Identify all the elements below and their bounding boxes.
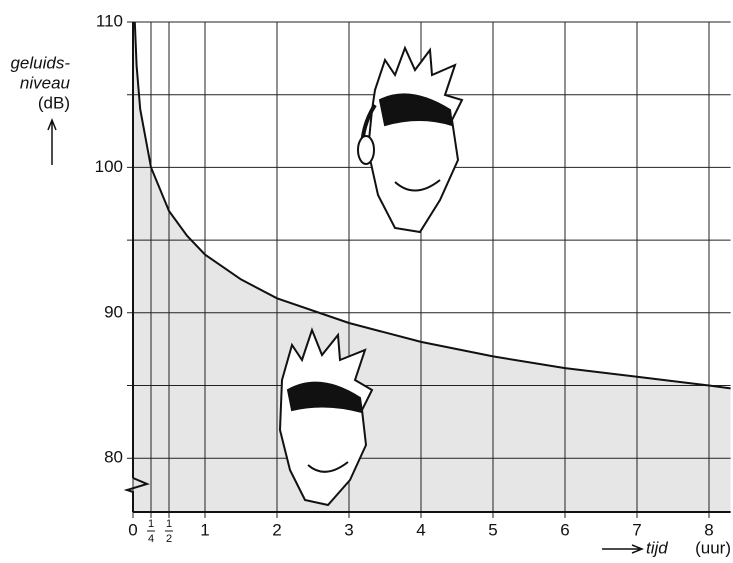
- fraction: 14: [147, 518, 155, 545]
- overlay-layer: [278, 45, 464, 507]
- y-tick-label: 110: [96, 11, 123, 30]
- face-headphones: [357, 45, 464, 234]
- x-unit: (uur): [695, 538, 731, 557]
- x-tick-label: 5: [488, 520, 497, 539]
- x-tick-label: 6: [560, 520, 569, 539]
- fraction: 12: [165, 518, 173, 545]
- line: [133, 21, 731, 390]
- x-arrow: [602, 544, 645, 554]
- axis-break: [123, 477, 150, 512]
- fraction-num: 1: [166, 518, 172, 530]
- y-tick-label: 100: [95, 157, 123, 176]
- x-tick-label: 8: [704, 520, 713, 539]
- x-tick-label: 2: [272, 520, 281, 539]
- y-unit: (dB): [38, 93, 70, 112]
- x-tick-label: 0: [128, 520, 137, 539]
- fraction-num: 1: [148, 518, 154, 530]
- x-tick-label: 1: [200, 520, 209, 539]
- mouth: [394, 179, 441, 192]
- face-outline: [278, 327, 374, 507]
- hair: [378, 93, 454, 127]
- earpiece: [357, 135, 375, 165]
- y-arrow: [47, 117, 57, 165]
- x-tick-label: 4: [416, 520, 425, 539]
- x-tick-label: 7: [632, 520, 641, 539]
- y-label: geluids-: [10, 53, 70, 72]
- fraction-den: 4: [148, 533, 154, 545]
- y-label: niveau: [20, 73, 71, 92]
- x-tick-label: 3: [344, 520, 353, 539]
- face: [366, 45, 464, 234]
- face: [278, 327, 374, 507]
- y-tick-label: 90: [104, 302, 123, 321]
- hair: [286, 381, 364, 414]
- y-tick-label: 80: [104, 448, 123, 467]
- plot-layer: 809010011001/4141/21212345678geluids-niv…: [10, 11, 731, 557]
- mouth: [307, 461, 349, 473]
- fraction-den: 2: [166, 533, 172, 545]
- x-label: tijd: [646, 538, 668, 557]
